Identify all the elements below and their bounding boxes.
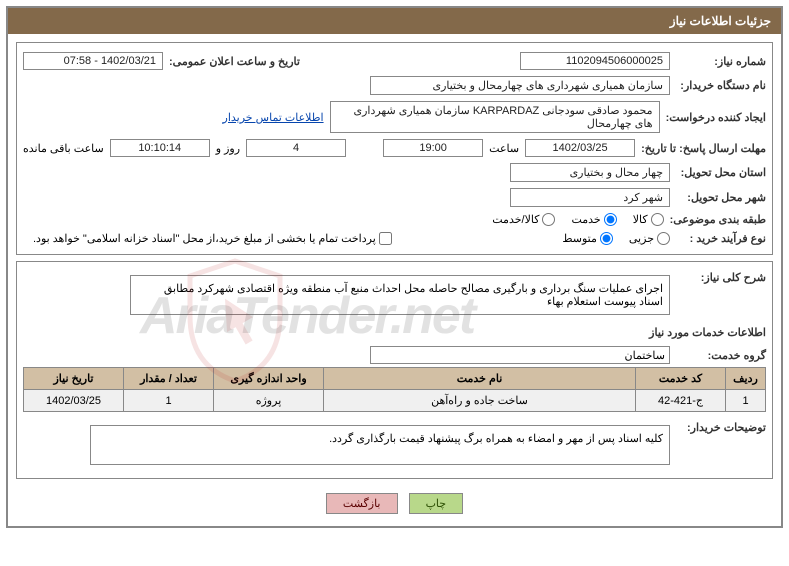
services-heading: اطلاعات خدمات مورد نیاز — [23, 322, 766, 343]
requester: محمود صادقی سودجانی KARPARDAZ سازمان همی… — [330, 101, 660, 133]
category-goods-service-radio[interactable] — [542, 213, 555, 226]
need-number-label: شماره نیاز: — [676, 55, 766, 68]
service-group-input[interactable] — [370, 346, 670, 364]
deadline-time: 19:00 — [383, 139, 483, 157]
buyer-org: سازمان همیاری شهرداری های چهارمحال و بخت… — [370, 76, 670, 95]
announce-dt: 1402/03/21 - 07:58 — [23, 52, 163, 70]
purchase-type-detail-radio[interactable] — [657, 232, 670, 245]
remaining-label: ساعت باقی مانده — [23, 142, 104, 155]
col-qty: تعداد / مقدار — [124, 368, 214, 390]
button-row: چاپ بازگشت — [16, 485, 773, 518]
buyer-notes-label: توضیحات خریدار: — [676, 421, 766, 434]
time-label: ساعت — [489, 142, 519, 155]
province: چهار محال و بختیاری — [510, 163, 670, 182]
payment-note-checkbox[interactable] — [379, 232, 392, 245]
contact-link[interactable]: اطلاعات تماس خریدار — [223, 111, 324, 124]
days-remaining: 4 — [246, 139, 346, 157]
col-date: تاریخ نیاز — [24, 368, 124, 390]
requester-label: ایجاد کننده درخواست: — [666, 111, 766, 124]
city: شهر کرد — [510, 188, 670, 207]
purchase-type-medium-radio[interactable] — [600, 232, 613, 245]
back-button[interactable]: بازگشت — [326, 493, 398, 514]
col-row: ردیف — [726, 368, 766, 390]
countdown: 10:10:14 — [110, 139, 210, 157]
category-label: طبقه بندی موضوعی: — [670, 213, 766, 226]
announce-dt-label: تاریخ و ساعت اعلان عمومی: — [169, 55, 300, 68]
general-desc-label: شرح کلی نیاز: — [676, 271, 766, 284]
purchase-type-label: نوع فرآیند خرید : — [676, 232, 766, 245]
table-header-row: ردیف کد خدمت نام خدمت واحد اندازه گیری ت… — [24, 368, 766, 390]
info-section: شماره نیاز: 1102094506000025 تاریخ و ساع… — [16, 42, 773, 255]
buyer-org-label: نام دستگاه خریدار: — [676, 79, 766, 92]
col-unit: واحد اندازه گیری — [214, 368, 324, 390]
city-label: شهر محل تحویل: — [676, 191, 766, 204]
buyer-notes: کلیه اسناد پس از مهر و امضاء به همراه بر… — [90, 425, 670, 465]
service-group-label: گروه خدمت: — [676, 349, 766, 362]
col-name: نام خدمت — [324, 368, 636, 390]
deadline-date: 1402/03/25 — [525, 139, 635, 157]
deadline-label: مهلت ارسال پاسخ: تا تاریخ: — [641, 142, 766, 155]
details-section: شرح کلی نیاز: اجرای عملیات سنگ برداری و … — [16, 261, 773, 479]
main-panel: جزئیات اطلاعات نیاز شماره نیاز: 11020945… — [6, 6, 783, 528]
need-number: 1102094506000025 — [520, 52, 670, 70]
category-service-radio[interactable] — [604, 213, 617, 226]
province-label: استان محل تحویل: — [676, 166, 766, 179]
category-goods-radio[interactable] — [651, 213, 664, 226]
table-row: 1 ج-421-42 ساخت جاده و راه‌آهن پروژه 1 1… — [24, 390, 766, 412]
panel-title: جزئیات اطلاعات نیاز — [8, 8, 781, 34]
services-table: ردیف کد خدمت نام خدمت واحد اندازه گیری ت… — [23, 367, 766, 412]
print-button[interactable]: چاپ — [409, 493, 464, 514]
general-desc: اجرای عملیات سنگ برداری و بارگیری مصالح … — [130, 275, 670, 315]
col-code: کد خدمت — [636, 368, 726, 390]
days-and-label: روز و — [216, 142, 240, 155]
